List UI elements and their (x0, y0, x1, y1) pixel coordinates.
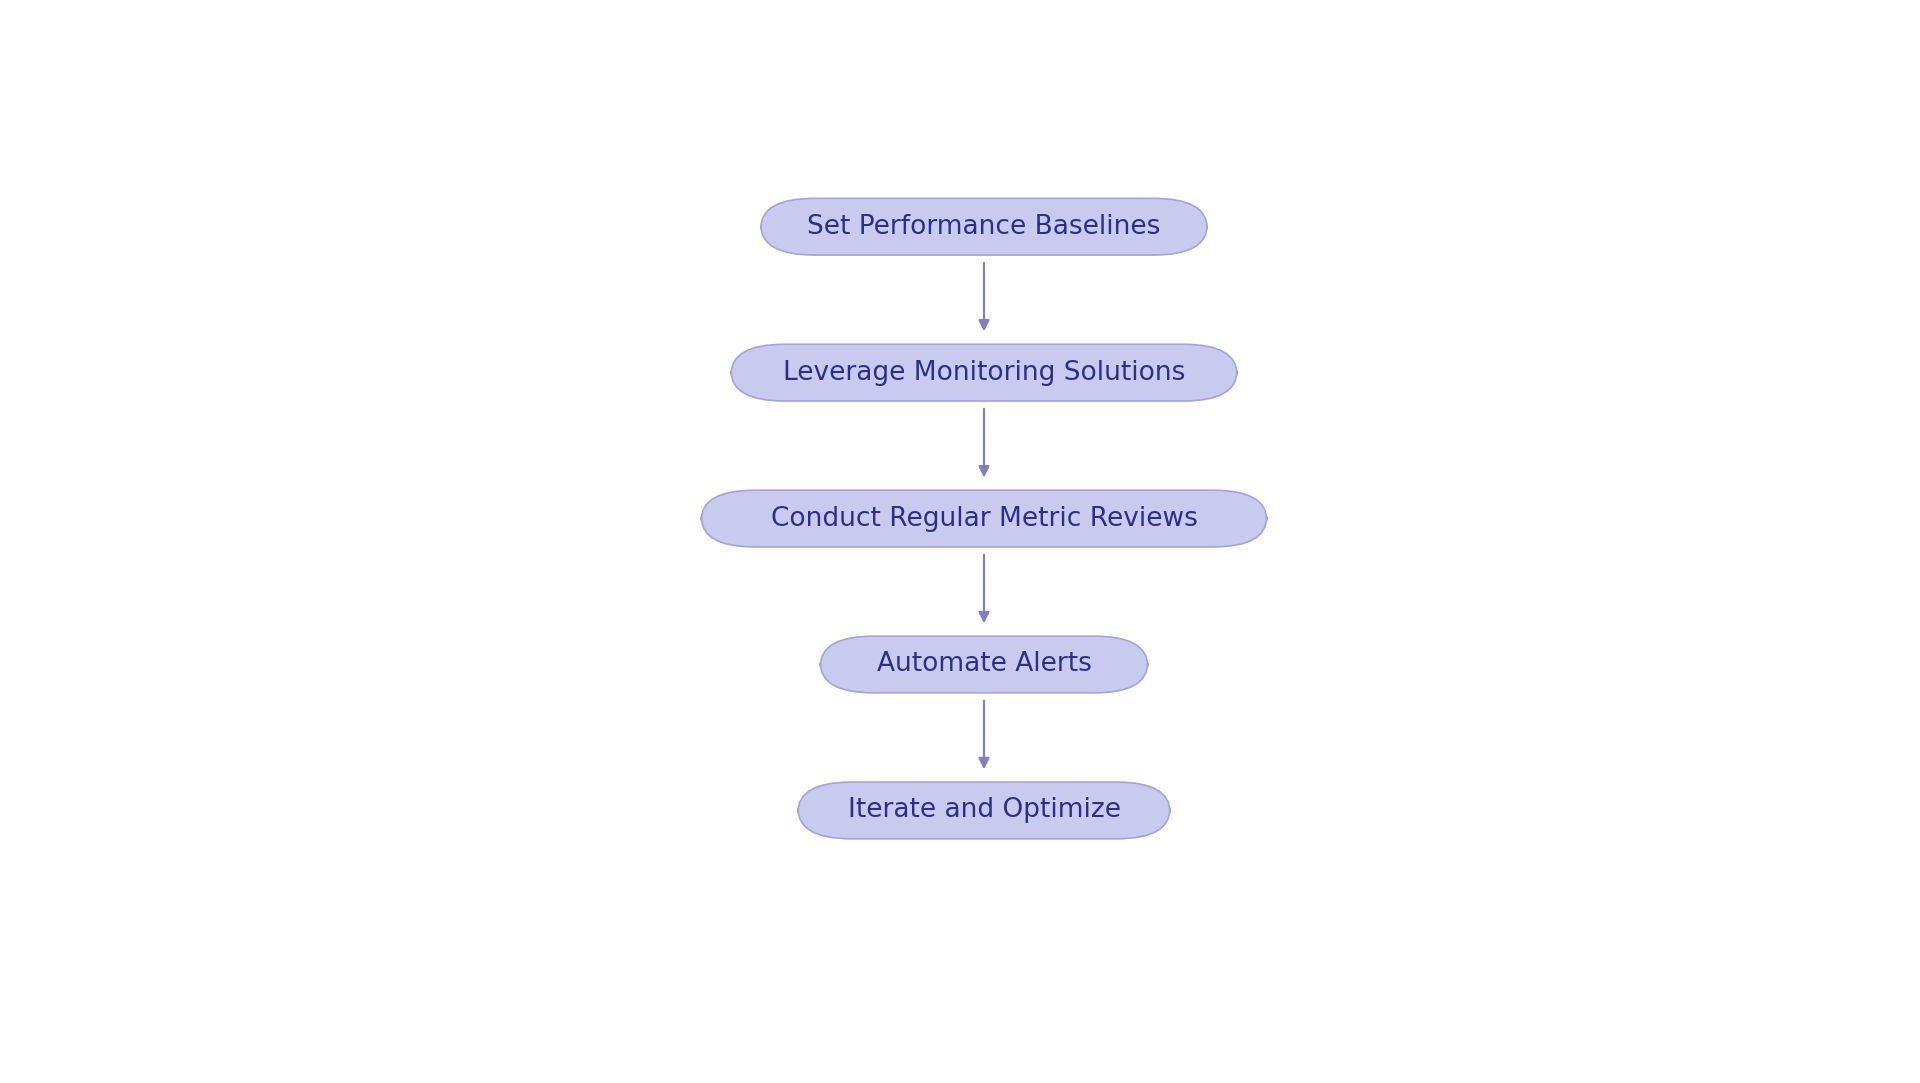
Text: Iterate and Optimize: Iterate and Optimize (847, 797, 1121, 823)
FancyBboxPatch shape (760, 198, 1208, 256)
FancyBboxPatch shape (799, 782, 1169, 838)
Text: Set Performance Baselines: Set Performance Baselines (806, 213, 1162, 239)
Text: Leverage Monitoring Solutions: Leverage Monitoring Solutions (783, 360, 1185, 386)
FancyBboxPatch shape (701, 491, 1267, 547)
Text: Conduct Regular Metric Reviews: Conduct Regular Metric Reviews (770, 506, 1198, 532)
FancyBboxPatch shape (732, 344, 1236, 401)
FancyBboxPatch shape (820, 636, 1148, 693)
Text: Automate Alerts: Automate Alerts (877, 652, 1091, 678)
